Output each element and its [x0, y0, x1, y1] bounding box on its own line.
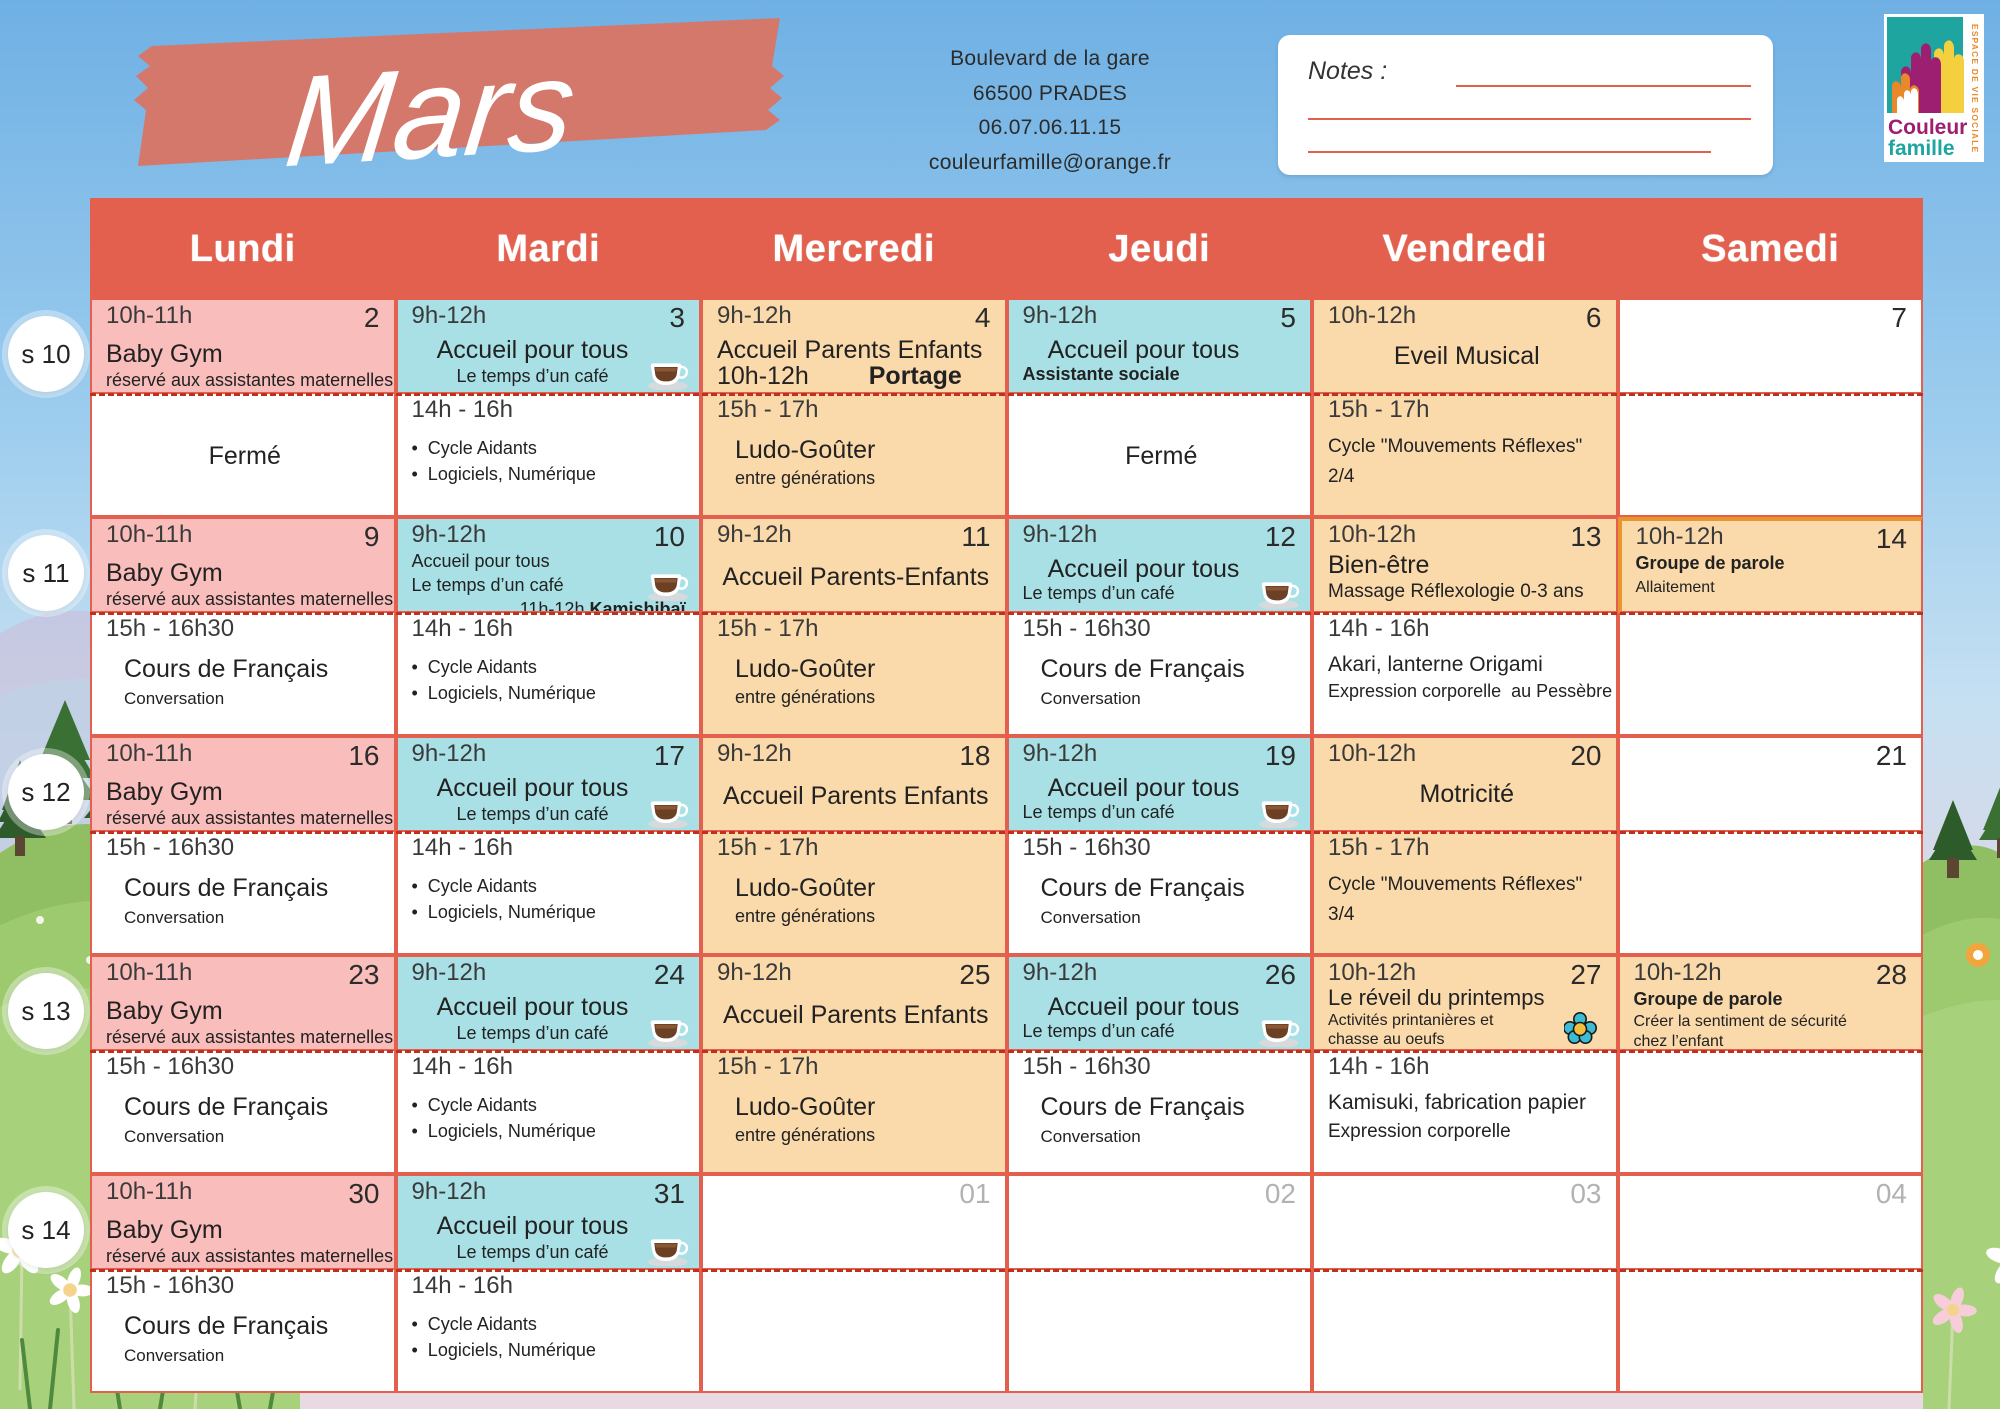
- svg-text:ESPACE DE VIE SOCIALE: ESPACE DE VIE SOCIALE: [1970, 24, 1980, 154]
- svg-text:Couleur: Couleur: [1888, 116, 1967, 139]
- svg-text:famille: famille: [1888, 137, 1955, 160]
- svg-text:Mars: Mars: [279, 33, 583, 195]
